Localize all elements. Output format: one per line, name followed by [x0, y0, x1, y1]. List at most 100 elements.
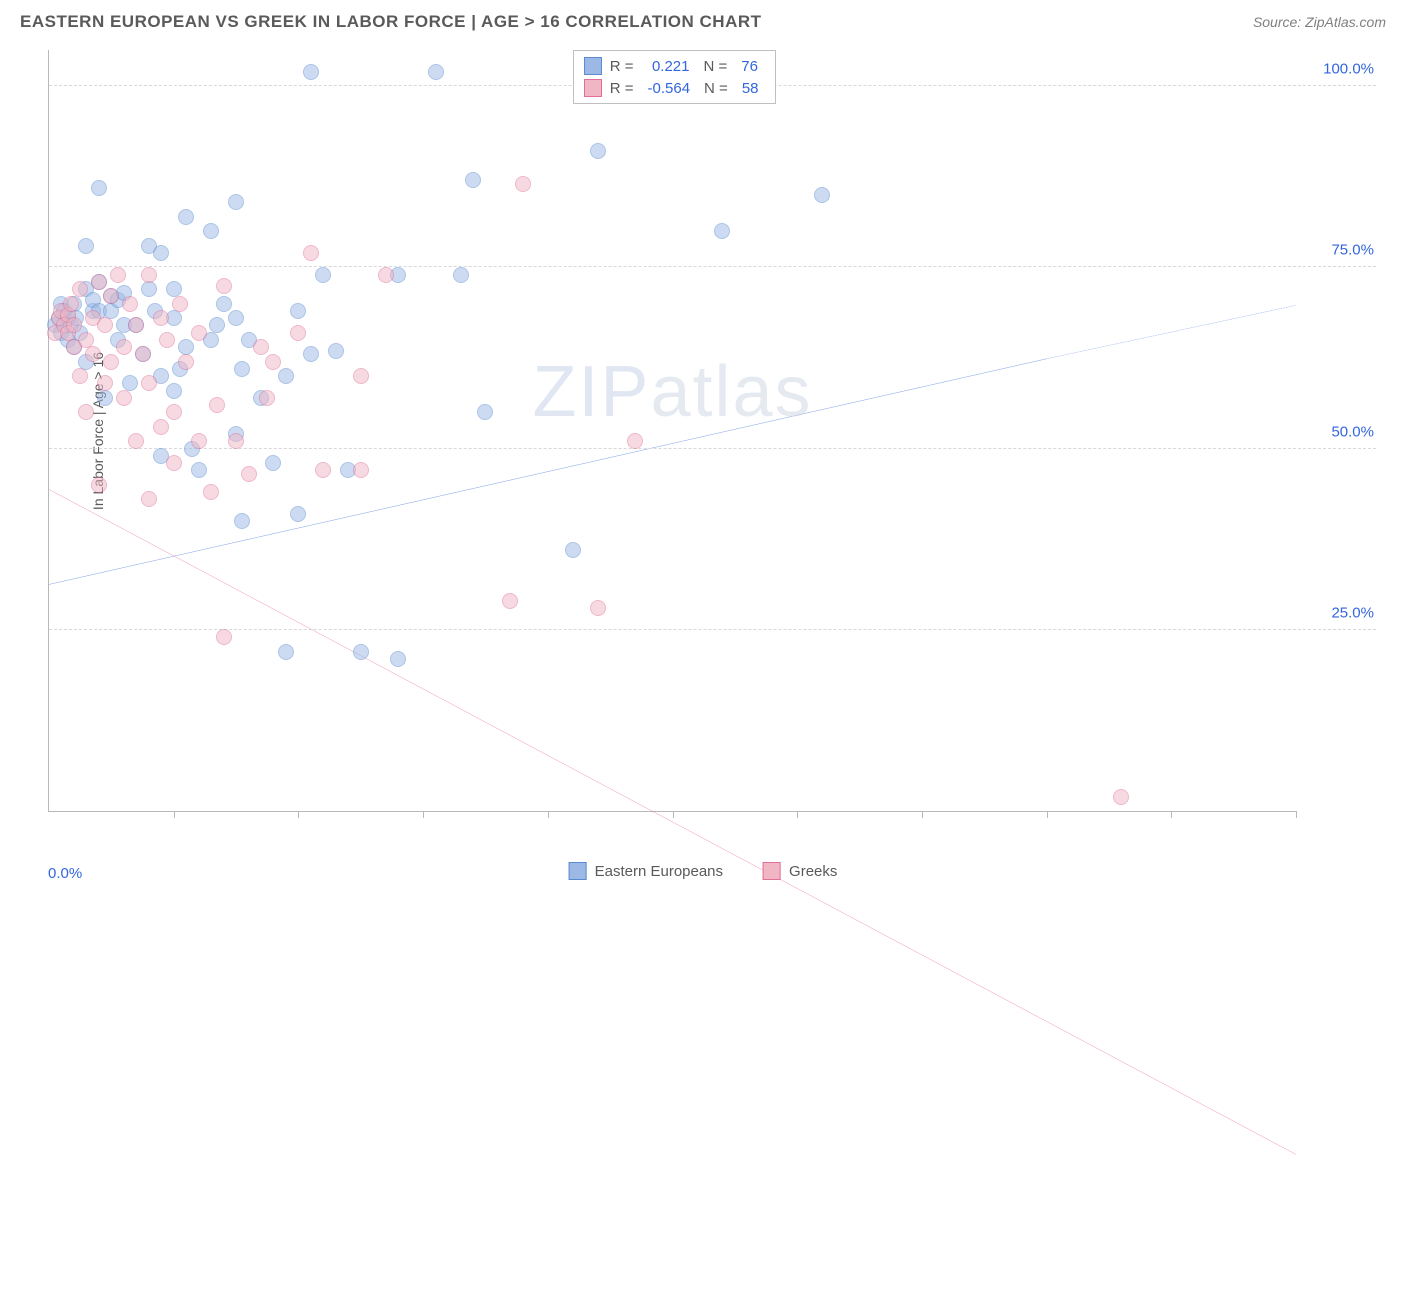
data-point [128, 433, 144, 449]
data-point [353, 462, 369, 478]
data-point [590, 600, 606, 616]
data-point [390, 651, 406, 667]
data-point [353, 644, 369, 660]
data-point [428, 64, 444, 80]
x-tick [1296, 811, 1297, 818]
data-point [91, 477, 107, 493]
data-point [85, 346, 101, 362]
data-point [97, 317, 113, 333]
watermark-atlas: atlas [650, 352, 812, 432]
data-point [209, 317, 225, 333]
data-point [91, 274, 107, 290]
r-label: R = [610, 80, 634, 97]
data-point [315, 462, 331, 478]
data-point [241, 466, 257, 482]
chart-header: EASTERN EUROPEAN VS GREEK IN LABOR FORCE… [0, 0, 1406, 40]
x-tick [673, 811, 674, 818]
legend-swatch [569, 862, 587, 880]
data-point [590, 143, 606, 159]
data-point [63, 296, 79, 312]
trendlines-svg [49, 50, 1296, 1297]
data-point [178, 209, 194, 225]
data-point [228, 194, 244, 210]
series-legend-label: Greeks [789, 863, 837, 880]
data-point [814, 187, 830, 203]
series-legend-item: Eastern Europeans [569, 862, 723, 880]
series-legend-item: Greeks [763, 862, 837, 880]
data-point [191, 325, 207, 341]
x-tick [1171, 811, 1172, 818]
data-point [172, 296, 188, 312]
data-point [565, 542, 581, 558]
data-point [253, 339, 269, 355]
r-label: R = [610, 58, 634, 75]
data-point [116, 390, 132, 406]
data-point [216, 296, 232, 312]
data-point [378, 267, 394, 283]
data-point [290, 506, 306, 522]
data-point [178, 354, 194, 370]
data-point [78, 404, 94, 420]
n-value: 76 [735, 58, 764, 75]
data-point [477, 404, 493, 420]
data-point [72, 281, 88, 297]
data-point [502, 593, 518, 609]
data-point [116, 339, 132, 355]
data-point [135, 346, 151, 362]
x-tick [174, 811, 175, 818]
watermark: ZIPatlas [532, 351, 812, 433]
data-point [465, 172, 481, 188]
x-axis-min-label: 0.0% [48, 865, 82, 882]
n-label: N = [704, 58, 728, 75]
series-legend: Eastern Europeans Greeks [569, 862, 838, 880]
y-tick-label: 100.0% [1304, 61, 1374, 78]
data-point [203, 223, 219, 239]
correlation-legend: R =0.221N =76R =-0.564N =58 [573, 50, 776, 104]
data-point [66, 317, 82, 333]
data-point [453, 267, 469, 283]
data-point [166, 455, 182, 471]
source-prefix: Source: [1253, 14, 1305, 30]
data-point [166, 383, 182, 399]
data-point [234, 513, 250, 529]
correlation-legend-row: R = 0.221 N = 76 [584, 55, 765, 77]
data-point [141, 267, 157, 283]
data-point [103, 354, 119, 370]
source-attribution: Source: ZipAtlas.com [1253, 14, 1386, 30]
data-point [234, 361, 250, 377]
data-point [153, 310, 169, 326]
data-point [191, 462, 207, 478]
data-point [191, 433, 207, 449]
data-point [278, 368, 294, 384]
data-point [303, 346, 319, 362]
data-point [153, 245, 169, 261]
data-point [328, 343, 344, 359]
data-point [315, 267, 331, 283]
y-tick-label: 75.0% [1304, 242, 1374, 259]
legend-swatch [584, 57, 602, 75]
data-point [1113, 789, 1129, 805]
data-point [303, 245, 319, 261]
y-tick-label: 25.0% [1304, 604, 1374, 621]
r-value: 0.221 [642, 58, 696, 75]
x-tick [423, 811, 424, 818]
data-point [303, 64, 319, 80]
x-tick [922, 811, 923, 818]
data-point [265, 354, 281, 370]
n-value: 58 [736, 80, 765, 97]
source-name: ZipAtlas.com [1305, 14, 1386, 30]
data-point [216, 629, 232, 645]
data-point [110, 267, 126, 283]
data-point [265, 455, 281, 471]
chart-title: EASTERN EUROPEAN VS GREEK IN LABOR FORCE… [20, 12, 762, 32]
data-point [72, 368, 88, 384]
gridline [49, 629, 1376, 630]
data-point [91, 180, 107, 196]
trendline [49, 489, 1296, 1154]
data-point [228, 310, 244, 326]
data-point [203, 484, 219, 500]
gridline [49, 266, 1376, 267]
data-point [714, 223, 730, 239]
watermark-zip: ZIP [532, 352, 650, 432]
data-point [627, 433, 643, 449]
